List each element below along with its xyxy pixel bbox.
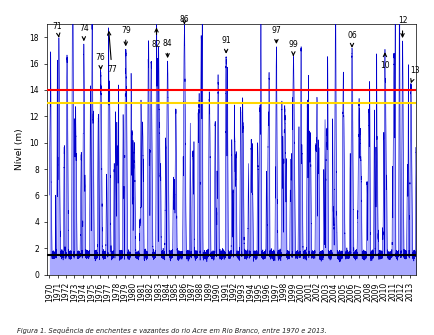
Text: 74: 74: [79, 24, 89, 40]
Text: 06: 06: [346, 31, 356, 47]
Text: 79: 79: [121, 25, 130, 45]
Text: 71: 71: [52, 21, 62, 37]
Y-axis label: Nível (m): Nível (m): [15, 128, 24, 170]
Text: 76: 76: [95, 53, 105, 69]
Text: 84: 84: [162, 39, 172, 57]
Text: 12: 12: [397, 16, 406, 37]
Text: 11: 11: [0, 334, 1, 335]
Text: 97: 97: [271, 25, 281, 43]
Text: 88: 88: [0, 334, 1, 335]
Text: 99: 99: [288, 40, 298, 55]
Text: 10: 10: [379, 53, 389, 70]
Text: 86: 86: [179, 15, 189, 24]
Text: 77: 77: [107, 32, 116, 74]
Text: 13: 13: [409, 66, 419, 82]
Text: Figura 1. Sequência de enchentes e vazantes do rio Acre em Rio Branco, entre 197: Figura 1. Sequência de enchentes e vazan…: [17, 327, 326, 334]
Text: 82: 82: [151, 29, 161, 49]
Text: 72: 72: [0, 334, 1, 335]
Text: 91: 91: [221, 36, 230, 53]
